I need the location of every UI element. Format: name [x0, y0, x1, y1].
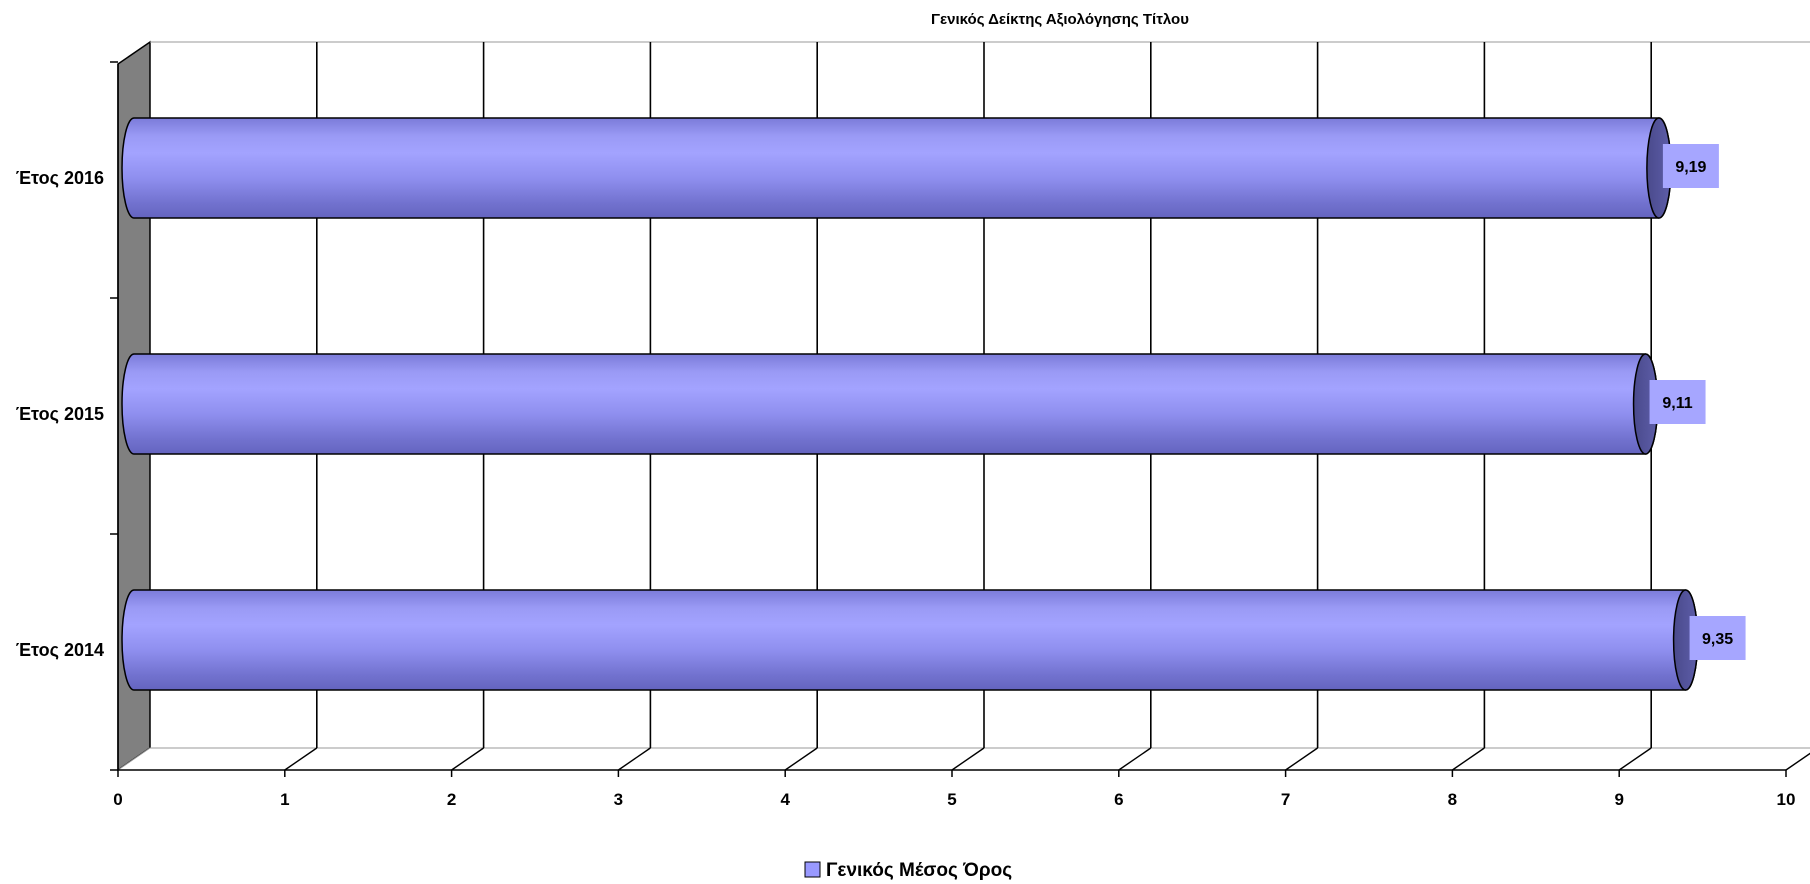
floor-gridline [951, 747, 985, 771]
data-label: 9,35 [1702, 631, 1733, 648]
floor-gridline [1452, 747, 1485, 771]
data-label-box [1662, 144, 1719, 188]
bar-body [121, 353, 1659, 455]
x-tick-label: 4 [780, 790, 790, 809]
x-tick-label: 5 [947, 790, 956, 809]
data-label: 9,11 [1662, 395, 1692, 412]
floor-gridline [451, 747, 484, 771]
floor [116, 747, 1810, 771]
legend-label: Γενικός Μέσος Όρος [826, 860, 1012, 881]
data-label: 9,19 [1675, 159, 1706, 176]
x-tick-label: 10 [1777, 790, 1796, 809]
x-tick-label: 0 [113, 790, 122, 809]
legend: Γενικός Μέσος Όρος [804, 860, 1012, 881]
floor-gridline [284, 747, 318, 771]
bar-body [121, 117, 1672, 219]
chart-title: Γενικός Δείκτης Αξιολόγησης Τίτλου [931, 11, 1189, 28]
x-tick-label: 3 [614, 790, 623, 809]
y-axis-labels: Έτος 2016 Έτος 2015 Έτος 2014 [16, 61, 119, 771]
x-tick-label: 7 [1281, 790, 1290, 809]
data-label-box [1649, 380, 1706, 424]
floor-gridline [1118, 747, 1152, 771]
x-tick-label: 1 [280, 790, 289, 809]
bar: 9,19 [121, 117, 1719, 219]
x-tick-label: 2 [447, 790, 456, 809]
floor-gridline [784, 747, 818, 771]
x-tick-label: 6 [1114, 790, 1123, 809]
data-label-box [1689, 616, 1746, 660]
x-axis-ticks: 0 1 2 3 4 5 6 7 8 9 10 [113, 769, 1796, 809]
bar: 9,35 [121, 589, 1746, 691]
y-category-label: Έτος 2015 [16, 404, 104, 424]
y-category-label: Έτος 2014 [16, 640, 104, 660]
y-category-label: Έτος 2016 [16, 168, 104, 188]
floor-gridline [618, 747, 651, 771]
bars-layer: 9,19 9,11 9,35 [121, 117, 1746, 691]
floor-gridline [1618, 747, 1652, 771]
x-tick-label: 9 [1614, 790, 1623, 809]
floor-gridline [1285, 747, 1318, 771]
bar: 9,11 [121, 353, 1706, 455]
bar-body [121, 589, 1699, 691]
x-tick-label: 8 [1448, 790, 1457, 809]
legend-swatch [804, 861, 821, 878]
floor-gridline [1785, 752, 1810, 771]
